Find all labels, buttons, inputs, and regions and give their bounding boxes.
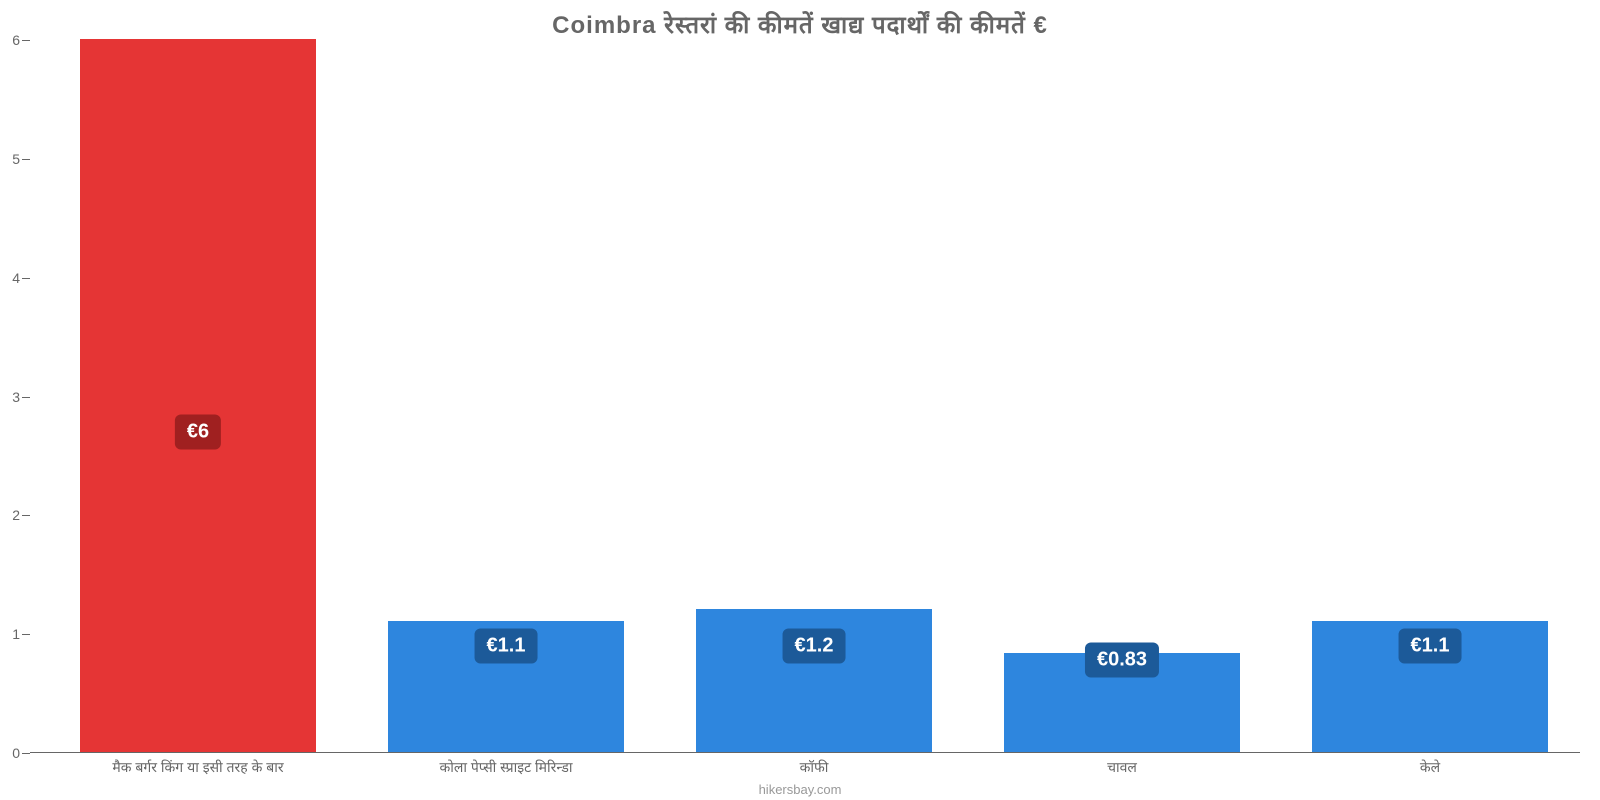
x-axis-label: कॉफी: [800, 758, 829, 777]
plot-area: €6 €1.1 €1.2 €0.83 €1.1: [30, 40, 1580, 753]
y-tick: [22, 515, 30, 516]
y-axis-label: 4: [0, 270, 20, 286]
x-axis-label: चावल: [1107, 758, 1137, 777]
y-tick: [22, 397, 30, 398]
y-axis-label: 3: [0, 389, 20, 405]
bar-value-badge: €6: [175, 415, 221, 450]
bar: [80, 39, 316, 752]
bar-value-badge: €1.1: [475, 629, 538, 664]
y-axis-label: 2: [0, 507, 20, 523]
y-tick: [22, 159, 30, 160]
y-axis-label: 6: [0, 32, 20, 48]
y-axis-label: 1: [0, 626, 20, 642]
y-axis-label: 5: [0, 151, 20, 167]
bar-value-badge: €1.2: [783, 629, 846, 664]
bar-value-badge: €1.1: [1399, 629, 1462, 664]
y-tick: [22, 753, 30, 754]
chart-title: Coimbra रेस्तरां की कीमतें खाद्य पदार्थो…: [0, 8, 1600, 41]
y-tick: [22, 278, 30, 279]
x-axis-label: कोला पेप्सी स्प्राइट मिरिन्डा: [439, 758, 572, 777]
chart-container: Coimbra रेस्तरां की कीमतें खाद्य पदार्थो…: [0, 0, 1600, 800]
y-axis-label: 0: [0, 745, 20, 761]
bar-value-badge: €0.83: [1085, 643, 1159, 678]
y-tick: [22, 40, 30, 41]
x-axis-baseline: [30, 752, 1580, 753]
x-axis-label: केले: [1420, 758, 1440, 777]
attribution-text: hikersbay.com: [0, 782, 1600, 797]
x-axis-label: मैक बर्गर किंग या इसी तरह के बार: [112, 758, 283, 777]
y-tick: [22, 634, 30, 635]
